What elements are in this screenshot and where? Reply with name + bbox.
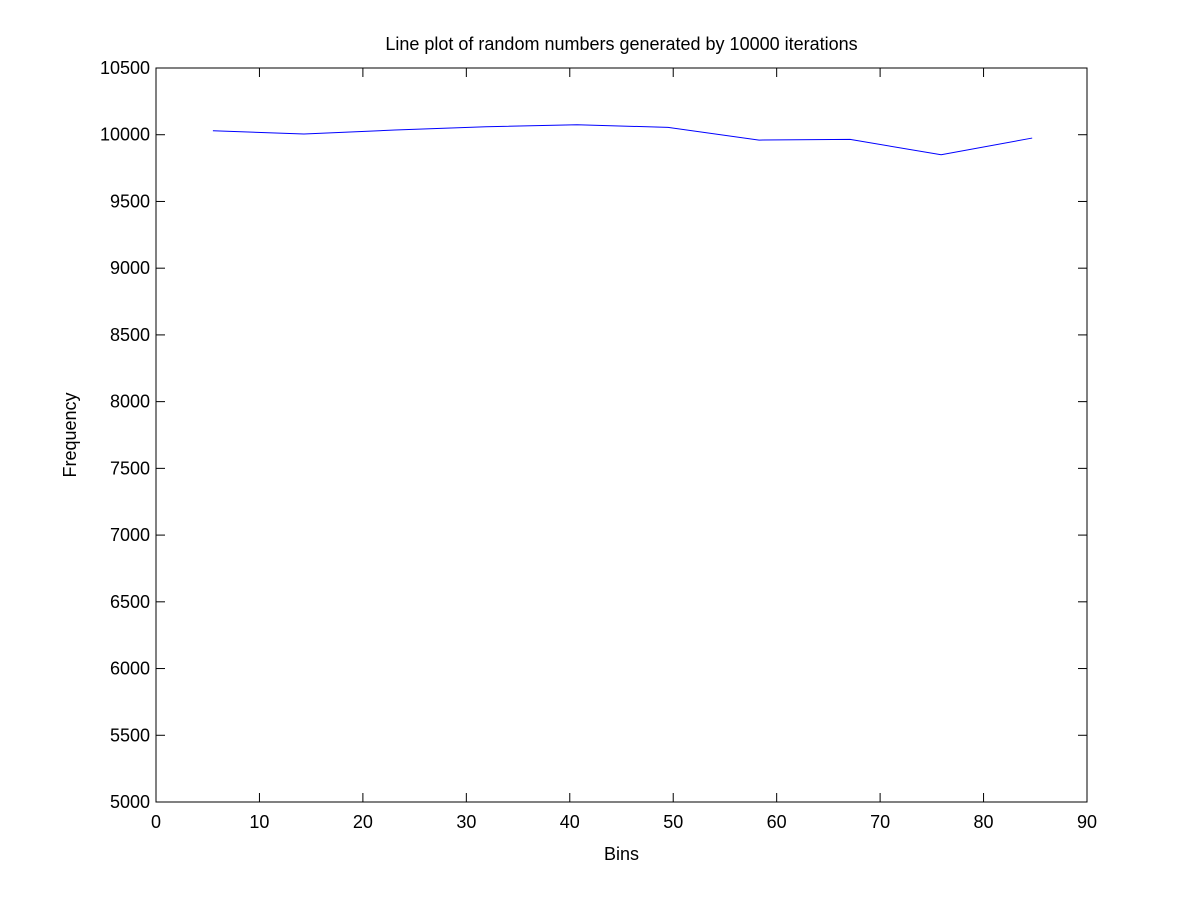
x-tick-label: 80: [974, 812, 994, 832]
chart-title: Line plot of random numbers generated by…: [385, 34, 857, 54]
y-tick-label: 8500: [110, 325, 150, 345]
x-tick-label: 20: [353, 812, 373, 832]
x-tick-label: 10: [249, 812, 269, 832]
y-axis-ticks: 5000 5500 6000 6500 7000 7500 8000 8500 9000 9500…: [100, 58, 1087, 812]
y-tick-label: 6500: [110, 592, 150, 612]
y-tick-label: 5500: [110, 725, 150, 745]
x-tick-label: 70: [870, 812, 890, 832]
y-tick-label: 6000: [110, 659, 150, 679]
x-axis-ticks: 0 10 20 30 40 50 60 70 80 90: [151, 68, 1097, 832]
x-tick-label: 30: [456, 812, 476, 832]
y-axis-label: Frequency: [60, 392, 80, 477]
x-tick-label: 0: [151, 812, 161, 832]
series-line: [212, 124, 1033, 156]
y-tick-label: 9500: [110, 191, 150, 211]
series-layer: [212, 124, 1033, 156]
y-tick-label: 9000: [110, 258, 150, 278]
x-axis-label: Bins: [604, 844, 639, 864]
y-tick-label: 7500: [110, 458, 150, 478]
y-tick-label: 10500: [100, 58, 150, 78]
plot-area-frame: [155, 67, 1088, 803]
y-tick-label: 5000: [110, 792, 150, 812]
x-tick-label: 90: [1077, 812, 1097, 832]
y-tick-label: 7000: [110, 525, 150, 545]
x-tick-label: 40: [560, 812, 580, 832]
y-tick-label: 8000: [110, 392, 150, 412]
x-tick-label: 50: [663, 812, 683, 832]
x-tick-label: 60: [767, 812, 787, 832]
y-tick-label: 10000: [100, 125, 150, 145]
